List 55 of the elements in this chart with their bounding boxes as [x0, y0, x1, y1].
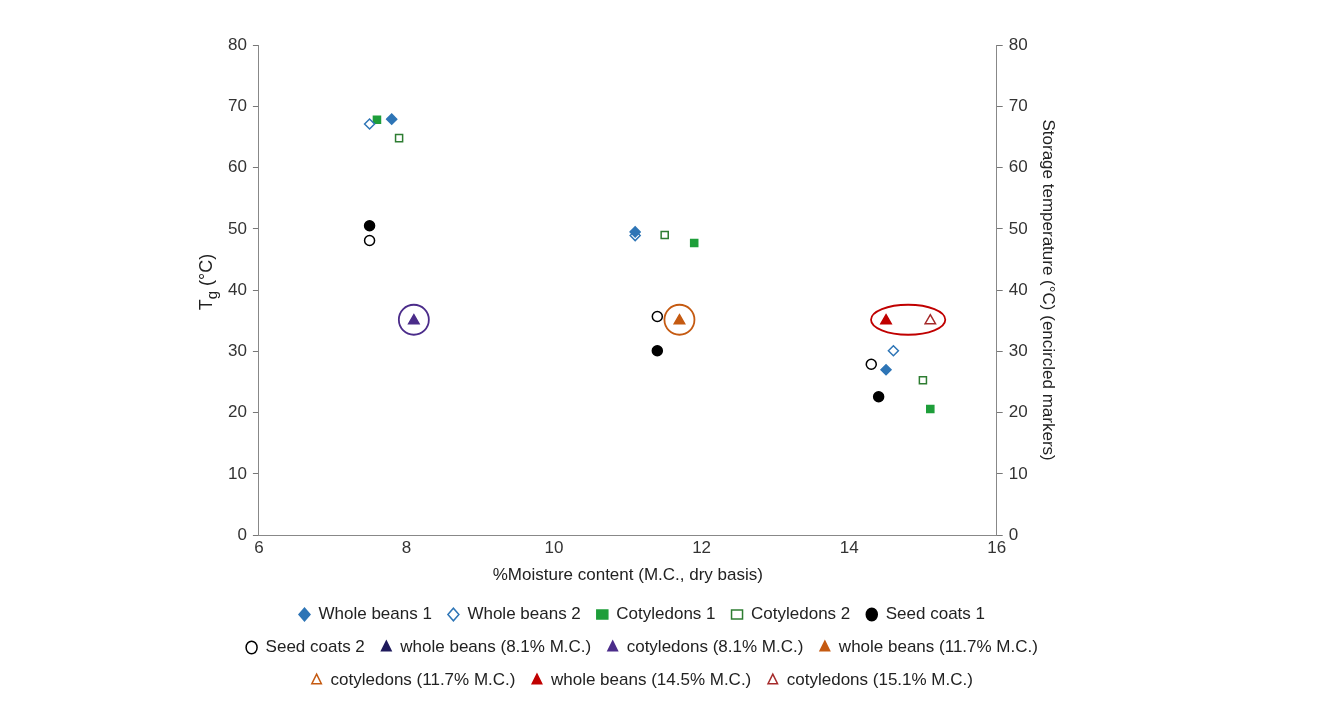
point: [385, 113, 398, 125]
y-tick-label: 20: [227, 402, 247, 422]
y2-tick-label: 0: [1008, 524, 1019, 544]
y-tick-label: 30: [227, 341, 247, 361]
y2-tick-label: 40: [1008, 279, 1028, 299]
point: [918, 375, 928, 385]
point: [651, 310, 664, 323]
y-tick-label: 60: [227, 157, 247, 177]
x-tick-label: 12: [692, 538, 712, 558]
point: [689, 238, 699, 248]
x-tick-label: 16: [987, 538, 1007, 558]
legend-label: whole beans (11.7% M.C.): [837, 637, 1038, 657]
point: [887, 345, 900, 357]
y2-tick-label: 10: [1008, 463, 1028, 483]
y2-tick-label: 50: [1008, 218, 1028, 238]
y-tick-label: 10: [227, 463, 247, 483]
y2-tick-label: 60: [1008, 157, 1028, 177]
legend-label: Cotyledons 1: [616, 604, 716, 624]
point: [629, 226, 641, 238]
point: [363, 234, 376, 247]
point: [872, 390, 885, 403]
y-tick-label: 40: [227, 279, 247, 299]
y2-tick-label: 30: [1008, 341, 1028, 361]
y-tick-label: 70: [227, 95, 247, 115]
point: [880, 364, 892, 376]
legend-label: whole beans (8.1% M.C.): [399, 637, 592, 657]
legend-label: cotyledons (8.1% M.C.): [626, 637, 804, 657]
point: [363, 220, 376, 232]
y-tick-label: 80: [227, 34, 247, 54]
legend-label: whole beans (14.5% M.C.): [549, 670, 752, 690]
point: [660, 230, 669, 240]
legend-label: Whole beans 1: [318, 604, 432, 624]
x-tick-label: 10: [544, 538, 564, 558]
x-tick-label: 14: [839, 538, 859, 558]
legend-label: cotyledons (11.7% M.C.): [330, 670, 516, 690]
y2-tick-label: 70: [1008, 95, 1028, 115]
point: [926, 404, 935, 414]
y-tick-label: 0: [237, 524, 247, 544]
legend-label: cotyledons (15.1% M.C.): [786, 670, 973, 690]
y2-tick-label: 20: [1008, 402, 1028, 422]
point: [865, 358, 878, 370]
legend-label: Seed coats 2: [265, 637, 365, 657]
point: [394, 133, 404, 143]
legend-label: Whole beans 2: [467, 604, 581, 624]
y-tick-label: 50: [227, 218, 247, 238]
x-tick-label: 8: [401, 538, 412, 558]
x-tick-label: 6: [254, 538, 264, 558]
x-axis-title: %Moisture content (M.C., dry basis): [492, 565, 763, 585]
point: [363, 118, 376, 130]
legend-label: Cotyledons 2: [751, 604, 851, 624]
legend-label: Seed coats 1: [885, 604, 986, 624]
point: [651, 345, 664, 357]
point: [372, 115, 382, 125]
y2-axis-title: Storage temperature (°C) (encircled markers): [1039, 119, 1059, 461]
y2-tick-label: 80: [1008, 34, 1028, 54]
